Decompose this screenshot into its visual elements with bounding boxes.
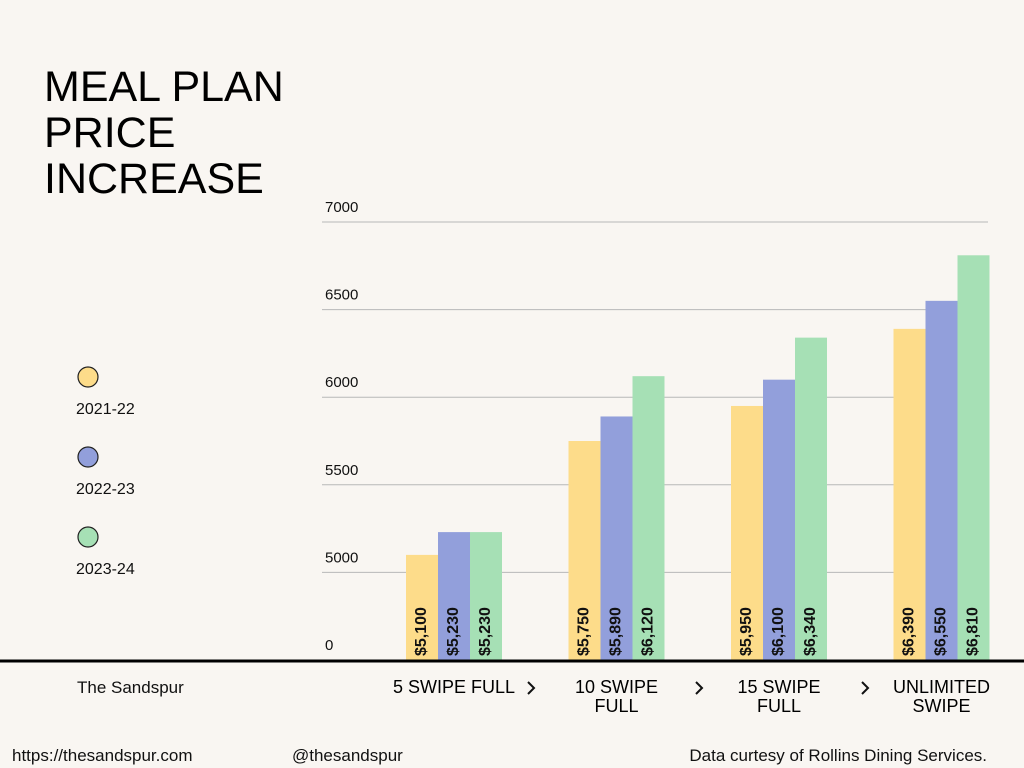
y-tick-label: 5500	[325, 462, 358, 479]
value-label: $5,750	[576, 607, 593, 656]
bar	[957, 255, 990, 660]
bar	[731, 405, 763, 660]
value-label: $6,340	[802, 607, 819, 656]
legend-label: 2022-23	[76, 481, 135, 498]
chevron	[695, 681, 704, 695]
value-label: $6,810	[965, 607, 982, 656]
chevron	[527, 681, 536, 695]
chart-title: MEAL PLAN PRICE INCREASE	[44, 63, 284, 203]
bar	[600, 416, 633, 660]
legend-label: 2021-22	[76, 401, 135, 418]
x-tick-label: 10 SWIPE FULL	[574, 677, 659, 716]
value-label: $5,230	[445, 607, 462, 656]
x-tick-label: 15 SWIPE FULL	[737, 677, 821, 716]
legend-label: 2023-24	[76, 561, 135, 578]
chevrons	[527, 681, 870, 695]
value-label: $5,100	[413, 607, 430, 656]
value-label: $5,890	[608, 607, 625, 656]
legend-marker	[77, 526, 99, 548]
value-label: $5,950	[738, 607, 755, 656]
legend-marker	[77, 446, 99, 468]
bar	[406, 554, 438, 660]
x-tick-label: 5 SWIPE FULL	[392, 677, 516, 697]
y-tick-label: 7000	[325, 199, 358, 216]
y-tick-label: 6000	[325, 374, 358, 391]
bar	[925, 300, 958, 660]
bar	[568, 441, 601, 660]
value-label: $6,100	[770, 607, 787, 656]
source: Data curtesy of Rollins Dining Services.	[689, 746, 987, 765]
bar	[438, 532, 470, 660]
value-label: $6,550	[933, 607, 950, 656]
y-tick-label: 0	[325, 637, 333, 654]
handle: @thesandspur	[292, 746, 403, 765]
value-label: $6,390	[901, 607, 918, 656]
value-label: $5,230	[477, 607, 494, 656]
bar	[795, 337, 827, 660]
bar	[763, 379, 795, 660]
x-tick-label: UNLIMITED SWIPE	[892, 677, 990, 716]
y-tick-label: 6500	[325, 287, 358, 304]
bar	[470, 532, 502, 660]
legend-marker	[77, 366, 99, 388]
website: https://thesandspur.com	[12, 746, 193, 765]
value-label: $6,120	[640, 607, 657, 656]
y-tick-label: 5000	[325, 549, 358, 566]
bar	[632, 376, 665, 660]
publisher: The Sandspur	[77, 678, 184, 697]
bar	[893, 328, 926, 660]
chevron	[861, 681, 870, 695]
